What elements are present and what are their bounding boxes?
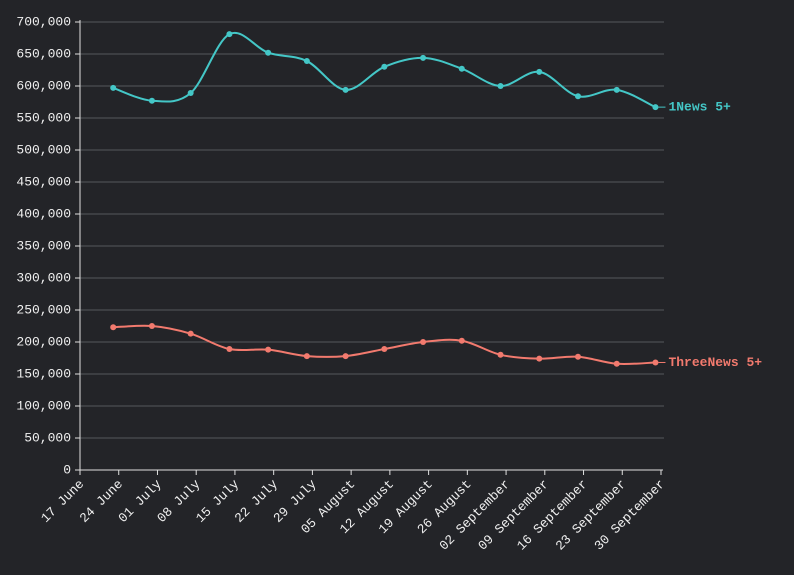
- point: [575, 353, 581, 360]
- y-tick-label: 600,000: [16, 78, 71, 93]
- y-tick-label: 550,000: [16, 110, 71, 125]
- y-tick-label: 300,000: [16, 270, 71, 285]
- point: [613, 86, 620, 93]
- point: [187, 90, 194, 97]
- point: [613, 360, 620, 367]
- point: [381, 63, 388, 70]
- point: [458, 337, 465, 344]
- point: [303, 353, 310, 360]
- point: [458, 65, 465, 72]
- point: [265, 346, 272, 353]
- point: [420, 339, 427, 345]
- point: [497, 83, 504, 89]
- y-tick-label: 200,000: [16, 334, 71, 349]
- point: [110, 84, 117, 91]
- y-tick-label: 500,000: [16, 142, 71, 157]
- y-tick-label: 700,000: [16, 14, 71, 29]
- y-tick-label: 400,000: [16, 206, 71, 221]
- point: [148, 323, 155, 329]
- y-tick-label: 350,000: [16, 238, 71, 253]
- point: [652, 359, 659, 366]
- point: [420, 54, 427, 61]
- line: [112, 31, 656, 109]
- point: [226, 31, 233, 38]
- point: [303, 58, 310, 65]
- point: [342, 353, 349, 360]
- point: [652, 104, 659, 111]
- point: [148, 97, 155, 104]
- y-tick-label: 450,000: [16, 174, 71, 189]
- point: [187, 330, 194, 337]
- point: [110, 324, 117, 331]
- point: [342, 86, 349, 93]
- point: [381, 346, 388, 353]
- point: [226, 346, 233, 353]
- y-tick-label: 650,000: [16, 46, 71, 61]
- point: [265, 49, 272, 56]
- series-label: ThreeNews 5+: [668, 355, 762, 370]
- point: [536, 68, 543, 75]
- point: [575, 93, 581, 100]
- y-tick-label: 50,000: [24, 430, 71, 445]
- y-tick-label: 0: [63, 462, 71, 477]
- point: [536, 355, 543, 362]
- y-tick-label: 100,000: [16, 398, 71, 413]
- y-tick-label: 150,000: [16, 366, 71, 381]
- series-label: 1News 5+: [668, 100, 731, 115]
- x-tick-label: 30 September: [591, 477, 668, 554]
- y-tick-label: 250,000: [16, 302, 71, 317]
- point: [497, 351, 504, 358]
- line: [113, 324, 656, 365]
